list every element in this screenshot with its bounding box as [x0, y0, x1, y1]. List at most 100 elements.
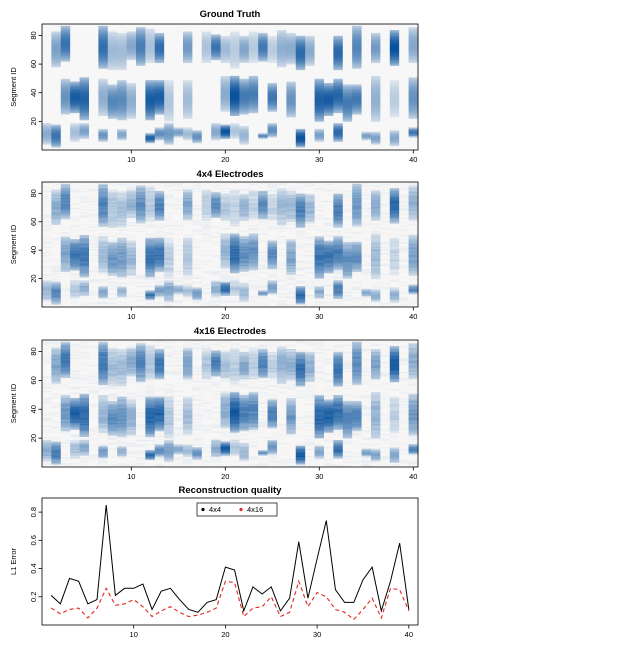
heatmap-cell	[305, 65, 315, 68]
heatmap-cell	[305, 48, 315, 51]
heatmap-cell	[239, 105, 250, 108]
heatmap-cell	[117, 284, 127, 287]
heatmap-cell	[258, 124, 268, 127]
heatmap-cell	[117, 145, 127, 148]
heatmap-cell	[399, 125, 409, 128]
heatmap-cell	[145, 265, 156, 268]
heatmap-cell	[136, 194, 146, 197]
heatmap-cell	[192, 28, 203, 31]
heatmap-cell	[98, 233, 109, 235]
heatmap-cell	[192, 88, 203, 91]
heatmap-cell	[154, 241, 165, 244]
heatmap-cell	[389, 56, 400, 59]
heatmap-cell	[248, 74, 259, 76]
heatmap-cell	[136, 118, 146, 121]
heatmap-cell	[314, 125, 325, 128]
heatmap-cell	[98, 261, 109, 264]
heatmap-cell	[136, 255, 146, 258]
heatmap-cell	[89, 272, 99, 275]
heatmap-cell	[70, 238, 80, 241]
heatmap-cell	[136, 210, 146, 213]
heatmap-cell	[408, 128, 419, 131]
heatmap-cell	[145, 280, 156, 282]
heatmap-cell	[248, 115, 259, 118]
heatmap-cell	[277, 94, 287, 96]
heatmap-cell	[286, 122, 297, 125]
heatmap-cell	[361, 69, 372, 72]
heatmap-cell	[42, 38, 52, 41]
heatmap-cell	[295, 75, 306, 78]
heatmap-cell	[371, 135, 381, 138]
heatmap-cell	[277, 66, 287, 69]
heatmap-cell	[136, 253, 146, 255]
heatmap-cell	[267, 48, 278, 51]
heatmap-cell	[145, 213, 156, 216]
heatmap-cell	[277, 137, 287, 139]
heatmap-cell	[220, 46, 231, 49]
heatmap-cell	[277, 135, 287, 138]
heatmap-cell	[183, 97, 193, 99]
heatmap-cell	[295, 92, 306, 95]
heatmap-cell	[183, 268, 193, 271]
heatmap-cell	[164, 38, 174, 41]
heatmap-cell	[352, 34, 362, 36]
heatmap-cell	[183, 95, 193, 98]
heatmap-cell	[98, 265, 109, 268]
heatmap-cell	[211, 125, 221, 128]
heatmap-cell	[361, 97, 372, 99]
heatmap-cell	[117, 121, 127, 124]
heatmap-cell	[183, 29, 193, 32]
heatmap-cell	[154, 51, 165, 53]
heatmap-cell	[154, 275, 165, 278]
heatmap-cell	[173, 88, 184, 91]
heatmap-cell	[107, 271, 118, 274]
heatmap-cell	[183, 228, 193, 231]
heatmap-cell	[107, 88, 118, 91]
heatmap-cell	[70, 214, 80, 217]
heatmap-cell	[408, 75, 419, 78]
heatmap-cell	[145, 82, 156, 85]
heatmap-cell	[60, 75, 71, 78]
heatmap-cell	[136, 78, 146, 81]
heatmap-cell	[220, 58, 231, 61]
heatmap-cell	[126, 282, 137, 285]
heatmap-cell	[164, 75, 174, 78]
heatmap-cell	[136, 38, 146, 41]
heatmap-cell	[361, 138, 372, 141]
heatmap-cell	[154, 41, 165, 43]
heatmap-cell	[98, 247, 109, 250]
heatmap-cell	[89, 251, 99, 254]
heatmap-cell	[136, 52, 146, 55]
heatmap-cell	[79, 208, 90, 211]
heatmap-cell	[277, 115, 287, 118]
heatmap-cell	[79, 258, 90, 261]
heatmap-cell	[51, 148, 62, 151]
heatmap-cell	[408, 112, 419, 115]
heatmap-cell	[324, 82, 334, 85]
heatmap-cell	[117, 78, 127, 81]
heatmap-cell	[70, 68, 80, 71]
heatmap-cell	[79, 294, 90, 296]
heatmap-cell	[60, 280, 71, 282]
heatmap-cell	[192, 34, 203, 36]
heatmap-cell	[201, 52, 212, 55]
heatmap-cell	[126, 111, 137, 114]
heatmap-cell	[79, 184, 90, 187]
heatmap-cell	[42, 46, 52, 49]
heatmap-cell	[183, 55, 193, 58]
heatmap-cell	[305, 148, 315, 151]
heatmap-cell	[408, 59, 419, 62]
heatmap-cell	[164, 132, 174, 135]
heatmap-cell	[51, 87, 62, 89]
heatmap-cell	[183, 124, 193, 127]
heatmap-cell	[51, 295, 62, 298]
heatmap-cell	[42, 294, 52, 296]
heatmap-cell	[248, 134, 259, 137]
heatmap-cell	[211, 54, 221, 56]
heatmap-cell	[230, 99, 240, 102]
heatmap-cell	[399, 76, 409, 79]
heatmap-cell	[267, 56, 278, 59]
heatmap-cell	[258, 85, 268, 88]
heatmap-cell	[89, 58, 99, 61]
heatmap-cell	[333, 141, 344, 144]
